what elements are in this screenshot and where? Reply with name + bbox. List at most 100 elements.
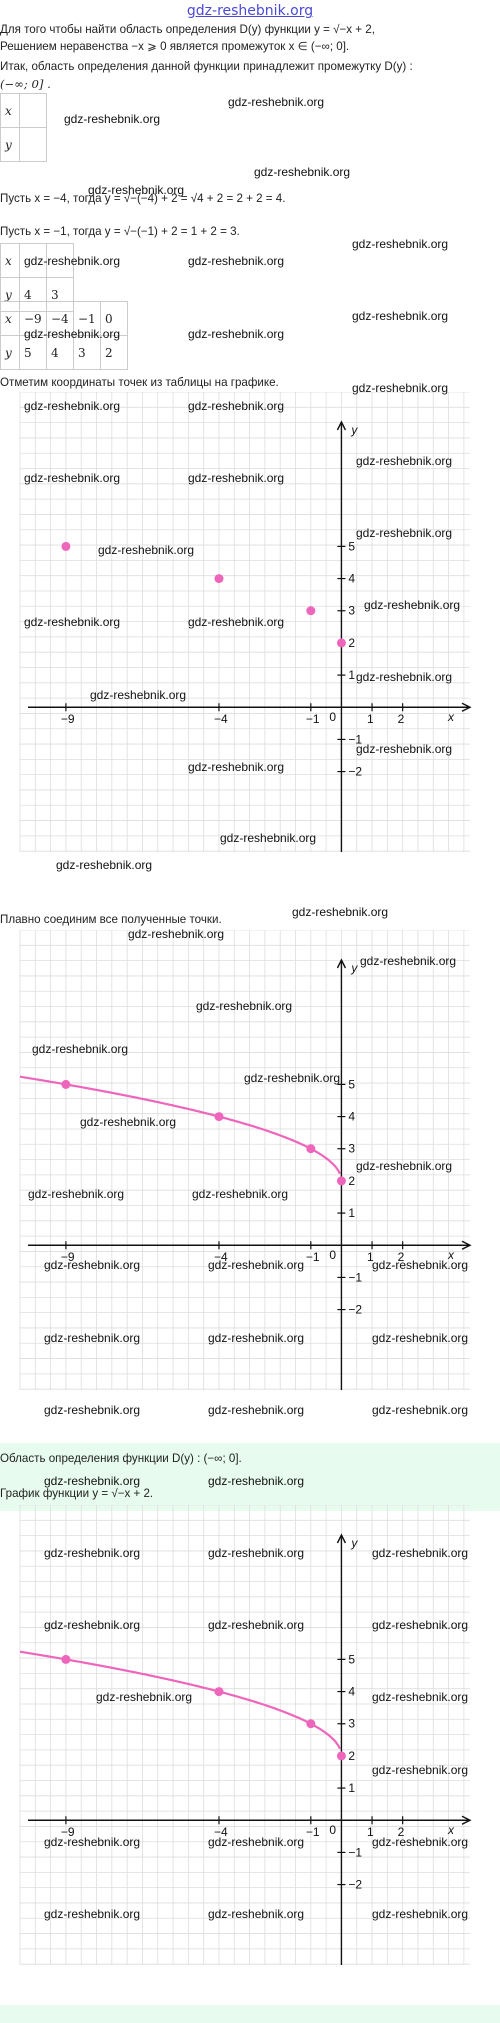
watermark: gdz-reshebnik.org [44, 1474, 141, 1488]
watermark: gdz-reshebnik.org [80, 1115, 177, 1129]
table-y-label: y [0, 335, 20, 370]
site-title-link[interactable]: gdz-reshebnik.org [186, 3, 314, 19]
y-tick-label: 5 [348, 1077, 355, 1091]
x-tick-label: 2 [398, 1825, 405, 1839]
summary-box [0, 1443, 500, 1511]
points-plot: x y 0 −9 −4 −1 1 2 5 4 3 2 1 −1 −2 [19, 392, 472, 852]
watermark: gdz-reshebnik.org [208, 1907, 305, 1921]
x-tick-label: −4 [214, 712, 228, 726]
x-tick-label: −1 [306, 1825, 320, 1839]
watermark: gdz-reshebnik.org [96, 1690, 193, 1704]
summary-domain: Область определения функции D(y) : (−∞; … [0, 1452, 242, 1465]
y-tick-label: 3 [348, 604, 355, 618]
x-tick-label: −4 [214, 1825, 228, 1839]
y-tick-label: −1 [348, 1270, 362, 1284]
watermark: gdz-reshebnik.org [44, 1403, 141, 1417]
watermark: gdz-reshebnik.org [208, 1474, 305, 1488]
watermark: gdz-reshebnik.org [356, 742, 453, 756]
data-point [336, 638, 346, 648]
table-cell: 0 [100, 301, 128, 336]
origin-label: 0 [329, 1248, 336, 1262]
y-tick-label: 1 [348, 668, 355, 682]
data-point [61, 1654, 71, 1664]
y-tick-label: 4 [348, 1685, 355, 1699]
watermark: gdz-reshebnik.org [88, 183, 185, 197]
data-point [306, 1144, 316, 1154]
watermark: gdz-reshebnik.org [128, 927, 225, 941]
y-tick-label: −2 [348, 1878, 362, 1892]
watermark: gdz-reshebnik.org [352, 381, 449, 395]
watermark: gdz-reshebnik.org [292, 905, 389, 919]
calc-x-minus-1: Пусть x = −1, тогда y = √−(−1) + 2 = 1 +… [0, 225, 240, 238]
y-tick-label: 2 [348, 1174, 355, 1188]
watermark: gdz-reshebnik.org [372, 1835, 469, 1849]
watermark: gdz-reshebnik.org [196, 999, 293, 1013]
summary-box-bottom [0, 2005, 500, 2023]
origin-label: 0 [329, 1823, 336, 1837]
x-axis-label: x [447, 1823, 455, 1837]
function-curve [19, 1075, 341, 1175]
watermark: gdz-reshebnik.org [208, 1331, 305, 1345]
watermark: gdz-reshebnik.org [372, 1763, 469, 1777]
watermark: gdz-reshebnik.org [24, 615, 121, 629]
watermark: gdz-reshebnik.org [352, 237, 449, 251]
domain-line-2: (−∞; 0] . [0, 77, 51, 91]
y-tick-label: −1 [348, 732, 362, 746]
value-table-empty: x y [0, 93, 47, 162]
watermark: gdz-reshebnik.org [356, 454, 453, 468]
y-tick-label: 2 [348, 1749, 355, 1763]
x-tick-label: −1 [306, 712, 320, 726]
watermark: gdz-reshebnik.org [188, 399, 285, 413]
watermark: gdz-reshebnik.org [188, 760, 285, 774]
y-tick-label: 3 [348, 1717, 355, 1731]
watermark: gdz-reshebnik.org [44, 1258, 141, 1272]
y-axis-label: y [350, 1536, 358, 1550]
watermark: gdz-reshebnik.org [56, 858, 153, 872]
y-tick-label: 3 [348, 1142, 355, 1156]
watermark: gdz-reshebnik.org [356, 526, 453, 540]
watermark: gdz-reshebnik.org [372, 1258, 469, 1272]
watermark: gdz-reshebnik.org [372, 1690, 469, 1704]
watermark: gdz-reshebnik.org [188, 327, 285, 341]
data-point [336, 1176, 346, 1186]
watermark: gdz-reshebnik.org [188, 471, 285, 485]
y-tick-label: −2 [348, 765, 362, 779]
table-cell: −1 [73, 301, 101, 336]
watermark: gdz-reshebnik.org [372, 1907, 469, 1921]
watermark: gdz-reshebnik.org [44, 1546, 141, 1560]
watermark: gdz-reshebnik.org [360, 954, 457, 968]
y-axis-arrow [336, 1533, 347, 1544]
watermark: gdz-reshebnik.org [352, 309, 449, 323]
y-tick-label: −1 [348, 1845, 362, 1859]
table-cell: 4 [46, 335, 74, 370]
watermark: gdz-reshebnik.org [24, 399, 121, 413]
data-point [61, 1079, 71, 1089]
data-point [306, 1719, 316, 1729]
connect-points-caption: Плавно соединим все полученные точки. [0, 913, 222, 926]
watermark: gdz-reshebnik.org [372, 1331, 469, 1345]
data-point [61, 541, 71, 551]
watermark: gdz-reshebnik.org [356, 670, 453, 684]
x-tick-label: −4 [214, 1250, 228, 1264]
table-cell: 2 [100, 335, 128, 370]
data-point [306, 606, 316, 616]
y-tick-label: 4 [348, 1110, 355, 1124]
y-axis-arrow [336, 958, 347, 969]
value-table-full: x −9 −4 −1 0 y 5 4 3 2 [0, 301, 128, 370]
x-tick-label: 1 [367, 1825, 374, 1839]
watermark: gdz-reshebnik.org [254, 165, 351, 179]
watermark: gdz-reshebnik.org [220, 831, 317, 845]
watermark: gdz-reshebnik.org [98, 543, 195, 557]
final-curve-plot: x y 0 −9 −4 −1 1 2 5 4 3 2 1 −1 −2 [19, 1505, 472, 1965]
watermark: gdz-reshebnik.org [44, 1331, 141, 1345]
y-tick-label: −2 [348, 1303, 362, 1317]
watermark: gdz-reshebnik.org [24, 254, 121, 268]
summary-graph-label: График функции y = √−x + 2. [0, 1487, 154, 1500]
data-point [214, 1687, 224, 1697]
watermark: gdz-reshebnik.org [24, 327, 121, 341]
watermark: gdz-reshebnik.org [372, 1403, 469, 1417]
x-tick-label: −9 [61, 1250, 75, 1264]
y-tick-label: 4 [348, 572, 355, 586]
watermark: gdz-reshebnik.org [64, 112, 161, 126]
watermark: gdz-reshebnik.org [364, 598, 461, 612]
